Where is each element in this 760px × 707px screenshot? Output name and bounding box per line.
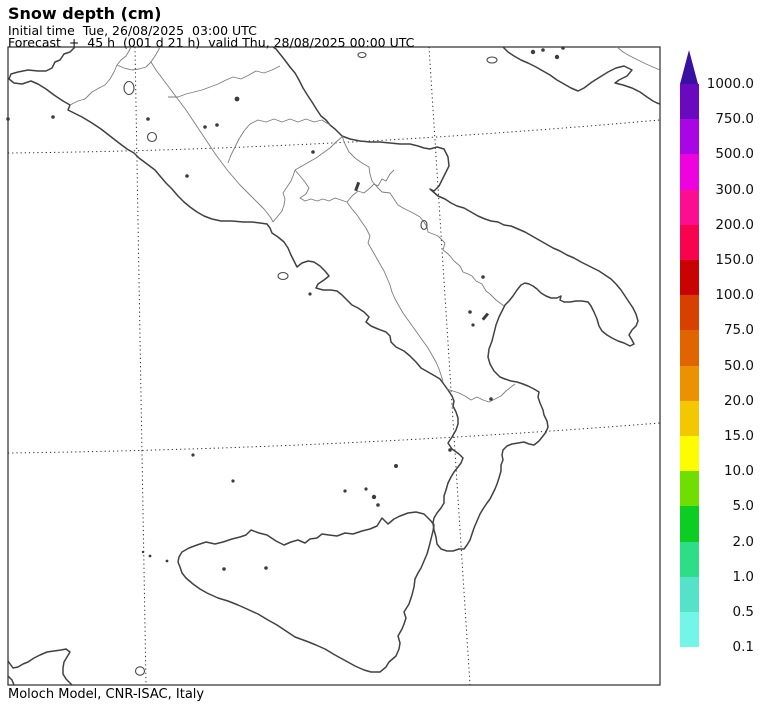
colorbar-tick-label: 1.0 xyxy=(732,568,754,585)
map-frame xyxy=(7,46,661,686)
coastline-sicily xyxy=(177,511,435,673)
lake-bolsena xyxy=(123,80,135,96)
colorbar-segment xyxy=(680,400,699,436)
colorbar-segment xyxy=(680,330,699,366)
colorbar-tick-label: 200.0 xyxy=(715,216,754,233)
coastline-tunisia-corner xyxy=(7,675,15,686)
colorbar-tick-label: 0.5 xyxy=(732,604,754,620)
colorbar-overflow-arrow xyxy=(680,50,698,84)
colorbar-segment xyxy=(680,365,699,401)
colorbar-segment xyxy=(680,224,699,260)
lakes-and-small-islands xyxy=(123,51,498,676)
island-tremiti xyxy=(357,51,367,59)
colorbar-tick-label: 5.0 xyxy=(732,498,754,515)
border-umbria-marche xyxy=(116,46,161,71)
colorbar-tick-label: 15.0 xyxy=(723,428,754,444)
border-campania-molise-puglia xyxy=(294,169,395,203)
colorbar-tick-label: 300.0 xyxy=(715,181,754,198)
colorbar-tick-label: 100.0 xyxy=(715,287,754,304)
colorbar-segment xyxy=(680,154,699,190)
coastline-dalmatia xyxy=(502,46,661,105)
colorbar-segment xyxy=(680,471,699,507)
colorbar-tick-label: 10.0 xyxy=(723,463,754,480)
colorbar-segment xyxy=(680,506,699,542)
island-ischia xyxy=(277,271,289,281)
border-molise-abruzzo-link xyxy=(294,136,343,171)
colorbar-segment xyxy=(680,612,699,648)
colorbar-segment xyxy=(680,295,699,331)
border-basilicata-calabria xyxy=(446,383,516,403)
colorbar-segment xyxy=(680,576,699,612)
coastline-tunisia xyxy=(7,648,73,686)
coastline-mainland-italy xyxy=(8,46,639,552)
colorbar-segment xyxy=(680,119,699,155)
border-molise-campania xyxy=(272,169,296,223)
colorbar-segment xyxy=(680,84,699,120)
lake-occhito xyxy=(420,219,428,231)
graticule xyxy=(7,46,661,686)
colorbar-tick-label: 1000.0 xyxy=(706,76,754,92)
colorbar-segment xyxy=(680,541,699,577)
page-title: Snow depth (cm) xyxy=(8,4,162,23)
island-adriatic xyxy=(486,56,498,64)
colorbar-tick-label: 150.0 xyxy=(715,252,754,268)
forecast-valid-line: Forecast + 45 h (001 d 21 h) valid Thu, … xyxy=(8,35,415,50)
border-campania-basilicata xyxy=(346,201,444,382)
colorbar-tick-label: 750.0 xyxy=(715,111,754,128)
colorbar-tick-label: 500.0 xyxy=(715,146,754,163)
grid-parallel-north xyxy=(7,119,661,154)
colorbar-tick-label: 0.1 xyxy=(732,639,754,656)
map-dots xyxy=(6,46,565,571)
colorbar: 1000.0 750.0 500.0 300.0 200.0 150.0 100.0 75.0… xyxy=(680,50,758,662)
colorbar-tick-label: 50.0 xyxy=(723,357,754,374)
border-abruzzo-molise xyxy=(227,118,331,164)
colorbar-tick-label: 20.0 xyxy=(723,392,754,409)
colorbar-tick-label: 2.0 xyxy=(732,533,754,550)
border-croatia-inland xyxy=(616,46,661,71)
region-borders xyxy=(69,46,516,403)
lake-bracciano xyxy=(146,131,158,143)
model-attribution: Moloch Model, CNR-ISAC, Italy xyxy=(8,687,205,702)
grid-parallel-south xyxy=(7,422,661,454)
grid-meridian-east xyxy=(428,46,471,686)
grid-meridian-west xyxy=(134,46,147,686)
border-puglia-basilicata xyxy=(341,135,505,307)
colorbar-segment xyxy=(680,436,699,472)
initial-time-line: Initial time Tue, 26/08/2025 03:00 UTC xyxy=(8,23,257,38)
border-lazio-abruzzo xyxy=(150,61,274,223)
colorbar-tick-label: 75.0 xyxy=(723,322,754,339)
border-marche-abruzzo xyxy=(168,65,281,98)
island-pantelleria xyxy=(134,666,146,676)
border-tuscany-lazio-umbria xyxy=(69,46,132,106)
colorbar-segment xyxy=(680,260,699,296)
colorbar-segment xyxy=(680,189,699,225)
